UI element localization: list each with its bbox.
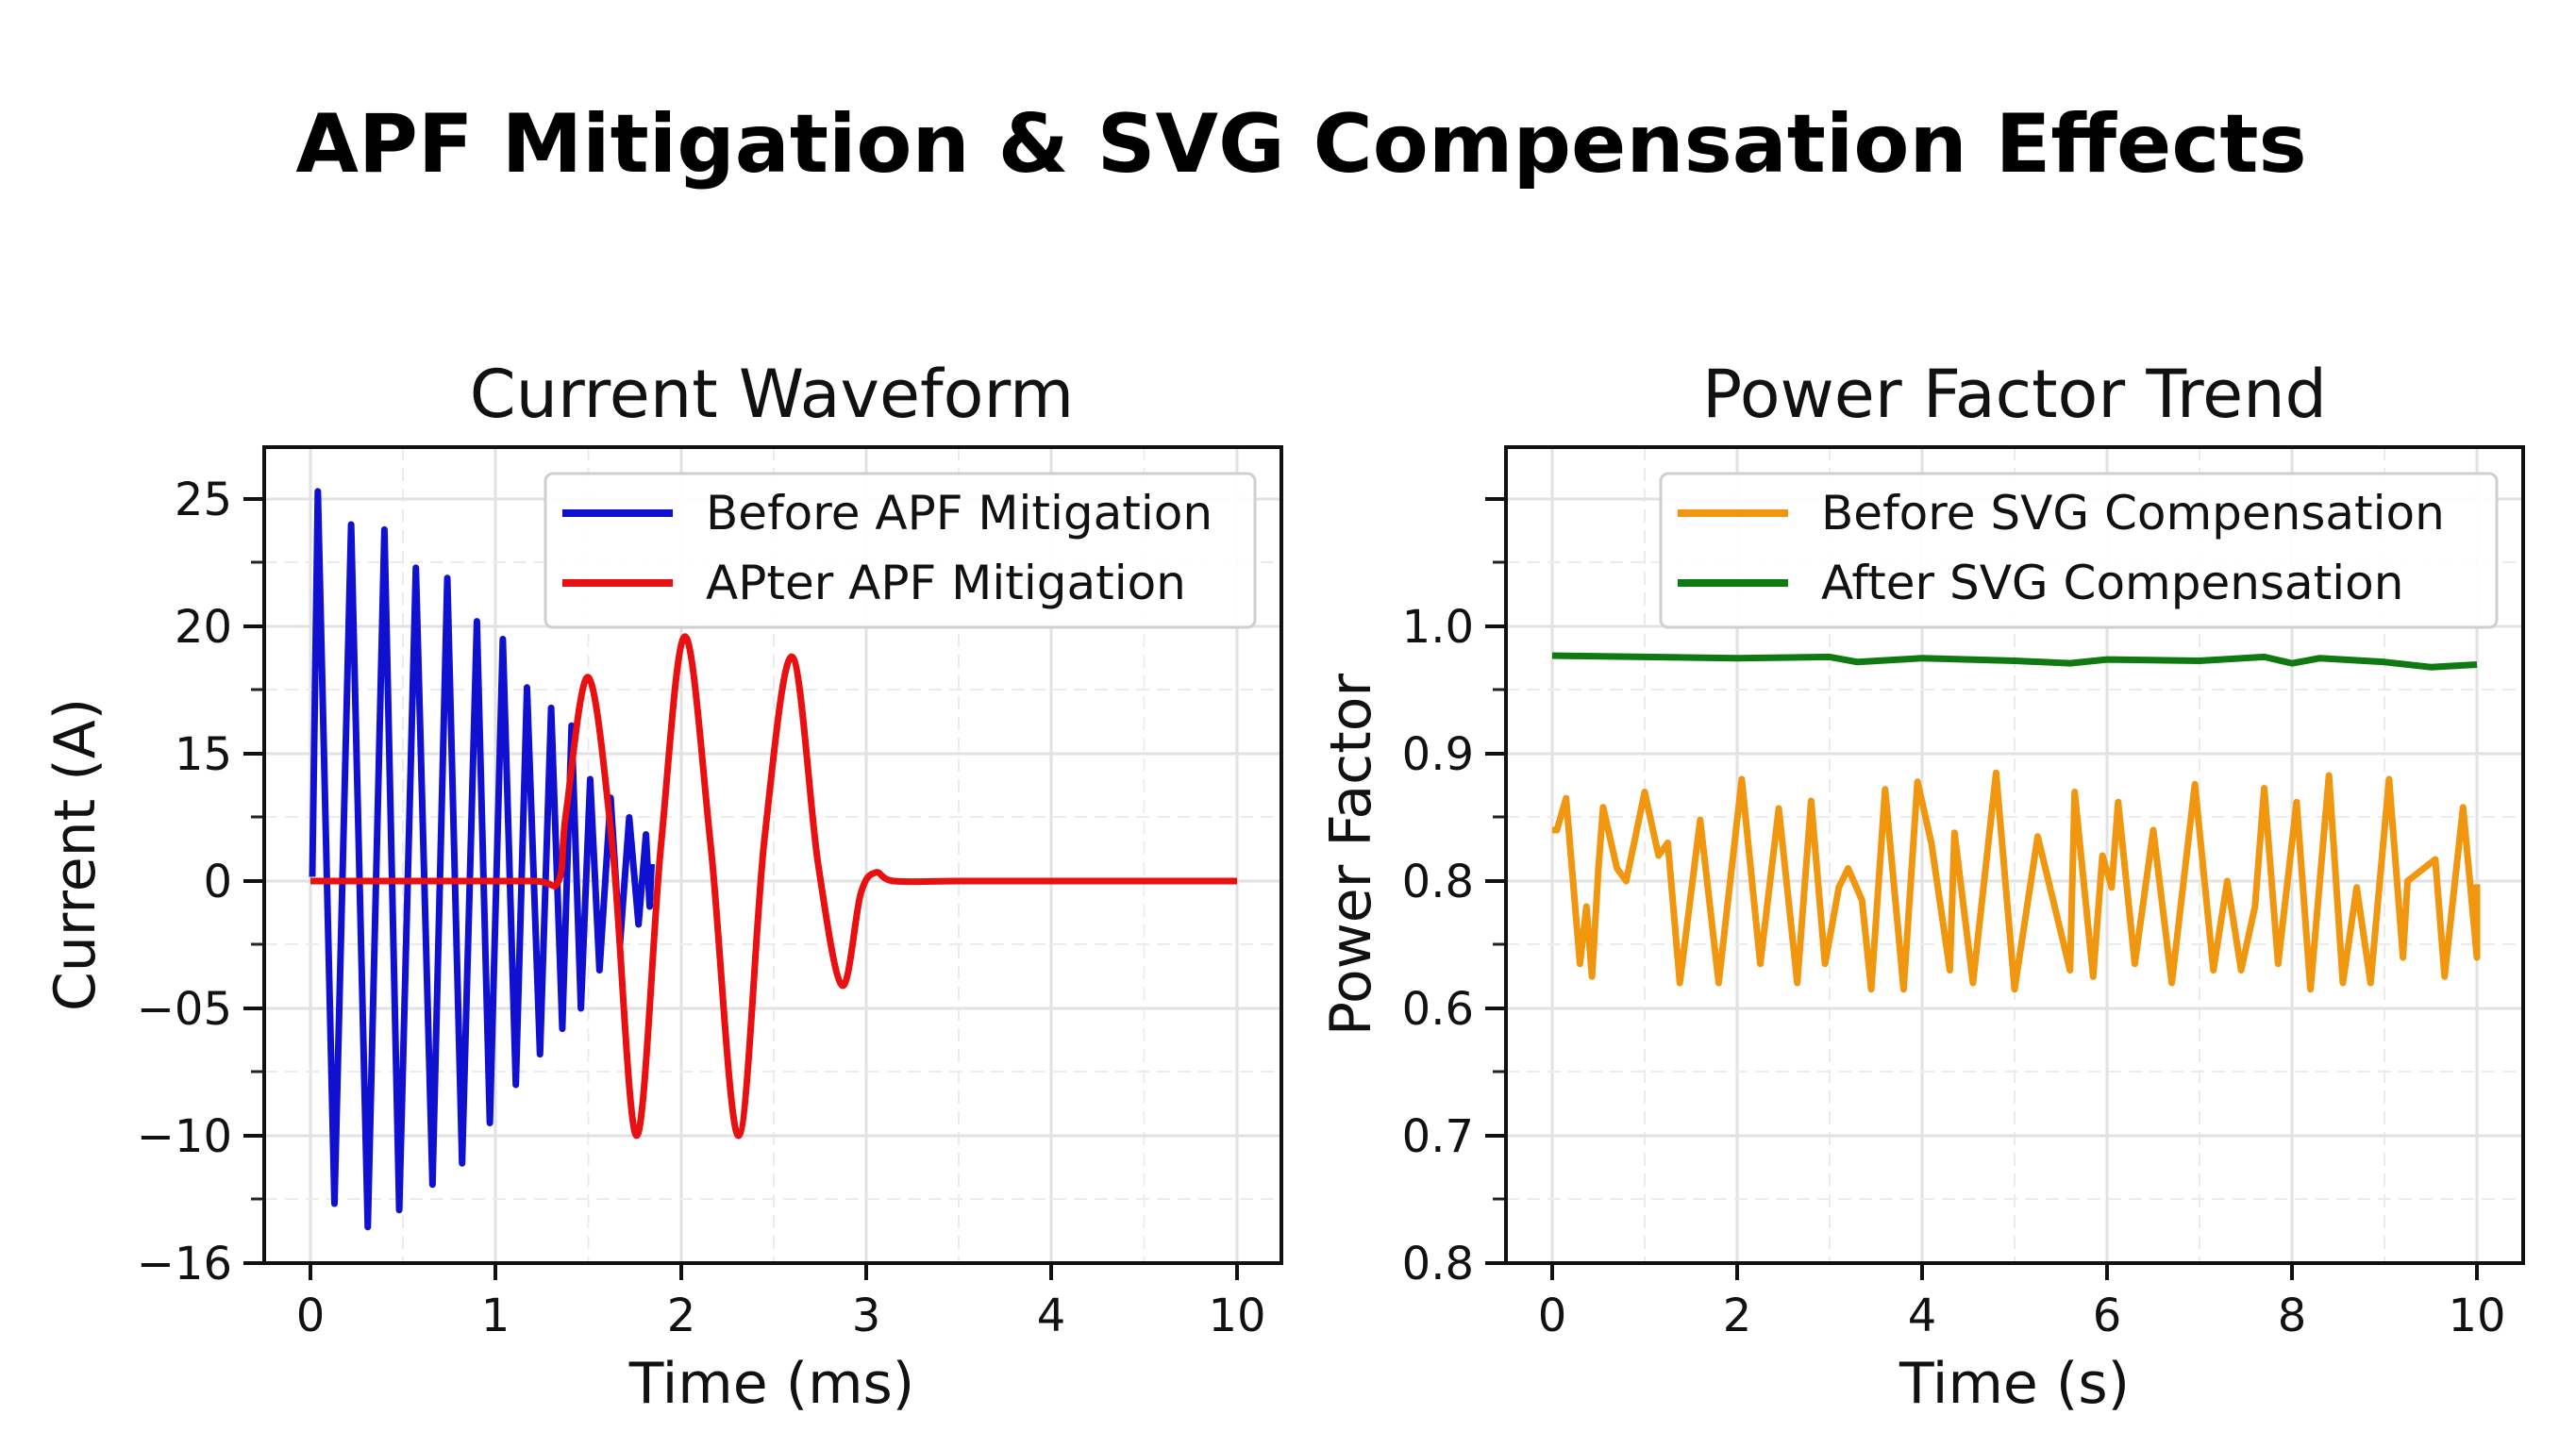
x-axis-label: Time (s): [1899, 1351, 2130, 1417]
y-tick-label: 0: [203, 856, 232, 908]
legend-label: Before SVG Compensation: [1821, 486, 2445, 541]
x-tick-label: 10: [1208, 1290, 1265, 1342]
y-tick-label: 15: [175, 728, 232, 781]
series-line-before-svg: [1552, 769, 2481, 993]
series-line-after-svg: [1551, 652, 2478, 671]
x-tick-label: 4: [1908, 1290, 1937, 1342]
x-tick-label: 1: [481, 1290, 510, 1342]
legend-box: [1659, 472, 2499, 629]
chart-title: Current Waveform: [470, 356, 1075, 433]
legend-label: After SVG Compensation: [1821, 556, 2403, 610]
chart-title: Power Factor Trend: [1702, 356, 2327, 433]
y-tick-label: 20: [175, 601, 232, 654]
plot-frame: [1504, 445, 2525, 1265]
y-tick-label: 1.0: [1402, 601, 1474, 654]
x-tick-label: 10: [2448, 1290, 2505, 1342]
series-line-after-apf: [309, 633, 1237, 1140]
plot-frame: [262, 445, 1283, 1265]
x-axis-label: Time (ms): [628, 1351, 914, 1417]
power-factor-trend-chart: Power Factor Trend Time (s) Power Factor…: [1318, 356, 2525, 1417]
legend-box: [544, 472, 1257, 629]
y-tick-label: −05: [137, 983, 232, 1036]
x-tick-label: 2: [1723, 1290, 1752, 1342]
x-tick-label: 3: [852, 1290, 881, 1342]
x-tick-label: 8: [2278, 1290, 2307, 1342]
x-tick-label: 2: [667, 1290, 696, 1342]
y-tick-label: 0.6: [1402, 983, 1474, 1036]
y-tick-label: −16: [137, 1238, 232, 1290]
y-tick-label: −10: [137, 1110, 232, 1163]
x-tick-label: 4: [1037, 1290, 1066, 1342]
y-tick-label: 0.7: [1402, 1110, 1474, 1163]
y-tick-label: 0.9: [1402, 728, 1474, 781]
figure-title: APF Mitigation & SVG Compensation Effect…: [295, 97, 2306, 191]
y-tick-label: 25: [175, 474, 232, 526]
x-tick-label: 6: [2093, 1290, 2122, 1342]
y-axis-label: Power Factor: [1318, 674, 1384, 1036]
y-tick-label: 0.8: [1402, 856, 1474, 908]
legend-label: Before APF Mitigation: [706, 486, 1213, 541]
current-waveform-chart: Current Waveform Time (ms) Current (A) 0…: [42, 356, 1283, 1417]
legend-label: APter APF Mitigation: [706, 556, 1186, 610]
y-tick-label: 0.8: [1402, 1238, 1474, 1290]
x-tick-label: 0: [296, 1290, 326, 1342]
y-axis-label: Current (A): [42, 698, 109, 1011]
x-tick-label: 0: [1538, 1290, 1567, 1342]
